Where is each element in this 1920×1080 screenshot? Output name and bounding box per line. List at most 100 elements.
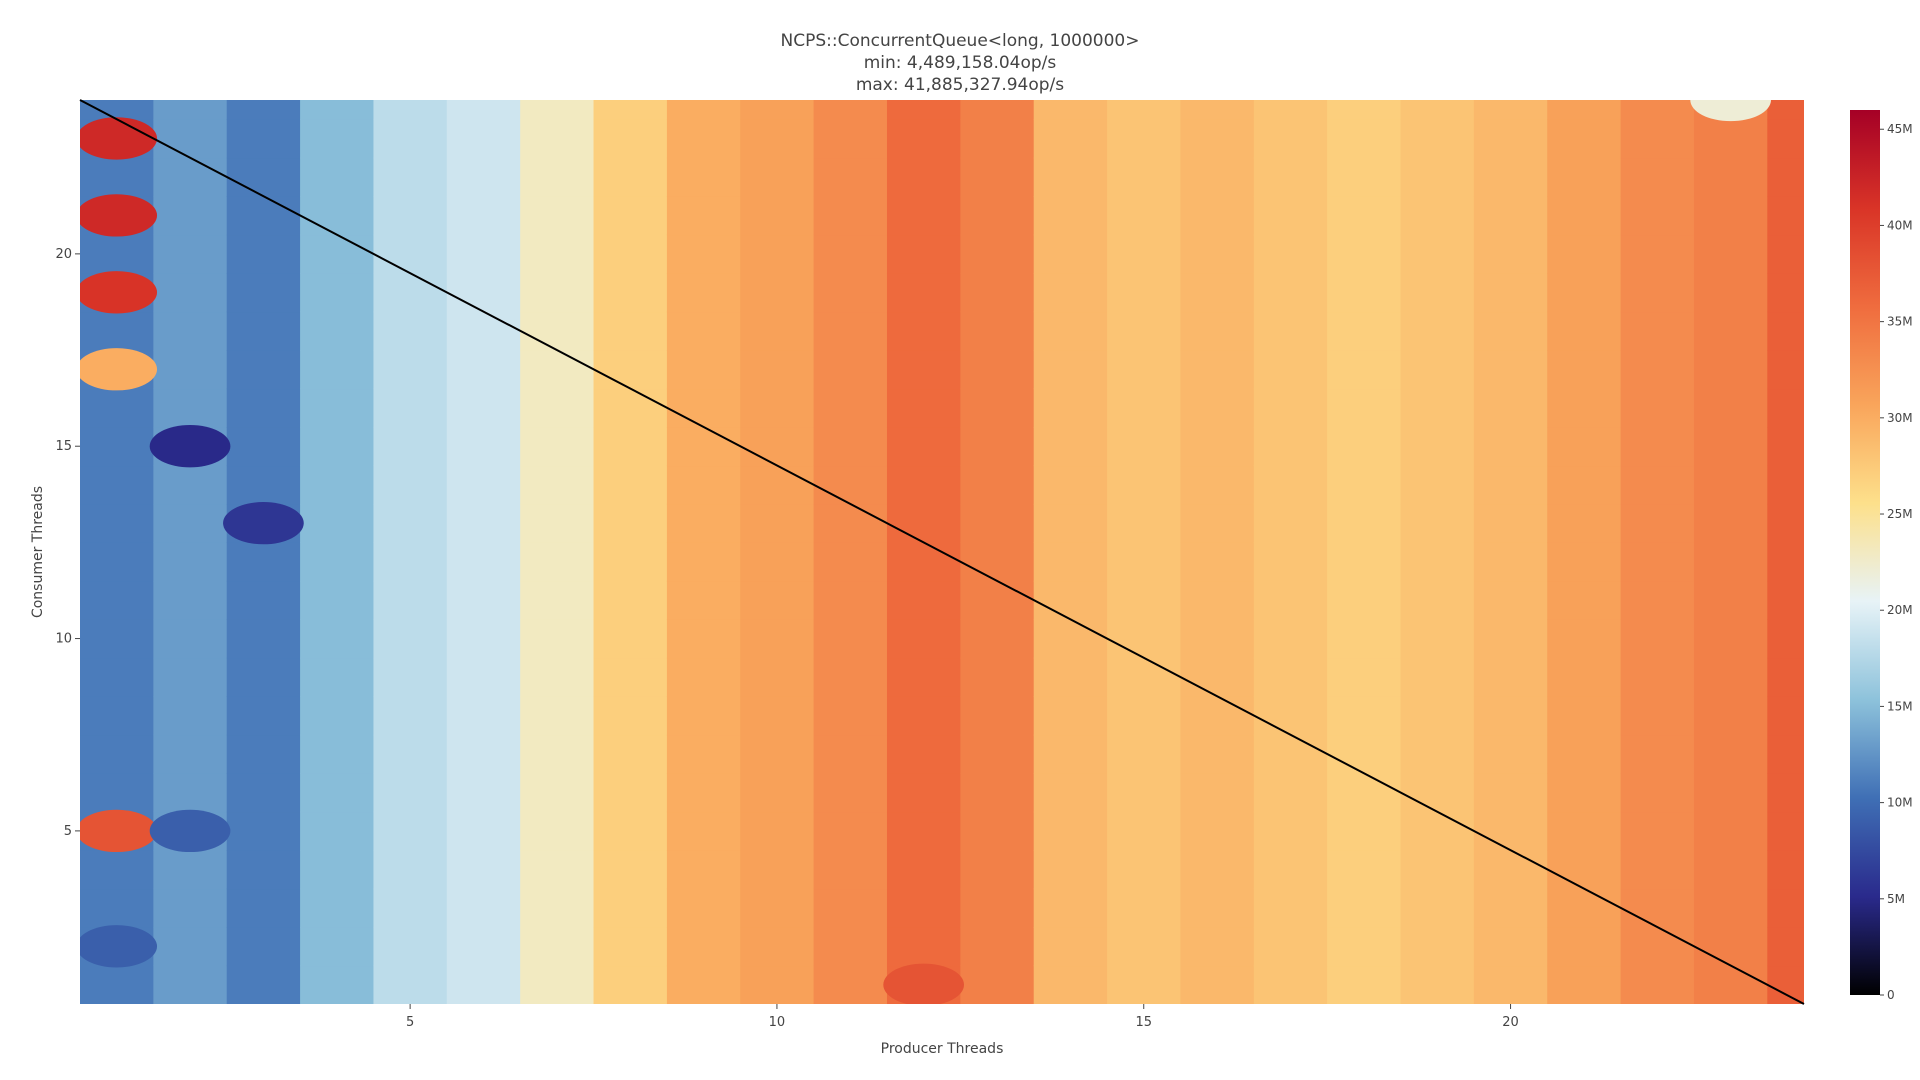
heatmap-cell bbox=[593, 734, 668, 774]
heatmap-cell bbox=[1107, 696, 1182, 736]
heatmap-cell bbox=[446, 311, 521, 351]
heatmap-cell bbox=[740, 100, 815, 120]
heatmap-cell bbox=[446, 811, 521, 851]
heatmap-cell bbox=[1473, 100, 1548, 120]
heatmap-cell bbox=[226, 119, 301, 159]
heatmap-cell bbox=[1473, 811, 1548, 851]
heatmap-cell bbox=[1620, 927, 1695, 967]
heatmap-cell bbox=[1327, 811, 1402, 851]
heatmap-cell bbox=[1180, 542, 1255, 582]
heatmap-cell bbox=[1547, 696, 1622, 736]
heatmap-cell bbox=[300, 773, 375, 813]
heatmap-cell bbox=[300, 542, 375, 582]
heatmap-cell bbox=[1327, 465, 1402, 505]
heatmap-cell bbox=[1620, 426, 1695, 467]
heatmap-cell bbox=[1693, 465, 1768, 505]
heatmap-cell bbox=[1180, 696, 1255, 736]
heatmap-cell bbox=[1107, 927, 1182, 967]
heatmap-cell bbox=[1033, 657, 1108, 697]
heatmap-cell bbox=[446, 426, 521, 467]
heatmap-cell bbox=[813, 465, 888, 505]
heatmap-cell bbox=[593, 580, 668, 620]
heatmap-cell bbox=[80, 503, 154, 543]
heatmap-cell bbox=[960, 542, 1035, 582]
heatmap-cell bbox=[960, 100, 1035, 120]
heatmap-cell bbox=[1400, 773, 1475, 813]
chart-title-line-1: NCPS::ConcurrentQueue<long, 1000000> bbox=[780, 31, 1140, 51]
heatmap-cell bbox=[1107, 234, 1182, 274]
heatmap-cell bbox=[446, 388, 521, 428]
heatmap-cell bbox=[300, 696, 375, 736]
heatmap-cell bbox=[960, 350, 1035, 390]
heatmap-cell bbox=[1180, 811, 1255, 851]
heatmap-cell bbox=[666, 196, 741, 236]
heatmap-cell bbox=[1253, 350, 1328, 390]
heatmap-cell bbox=[1033, 811, 1108, 851]
heatmap-cell bbox=[1693, 542, 1768, 582]
heatmap-cell bbox=[1033, 773, 1108, 813]
heatmap-cell bbox=[960, 196, 1035, 236]
heatmap-cell bbox=[300, 927, 375, 967]
heatmap-cell bbox=[300, 965, 375, 1004]
heatmap-cell bbox=[1180, 388, 1255, 428]
heatmap-cell bbox=[520, 100, 595, 120]
heatmap-cell bbox=[1253, 503, 1328, 543]
heatmap-cell bbox=[226, 696, 301, 736]
heatmap-cell bbox=[1620, 850, 1695, 890]
heatmap-cell bbox=[373, 350, 448, 390]
heatmap-cell bbox=[1400, 234, 1475, 274]
heatmap-cell bbox=[1620, 734, 1695, 774]
heatmap-cell bbox=[1253, 542, 1328, 582]
heatmap-cell bbox=[520, 965, 595, 1004]
heatmap-cell bbox=[153, 350, 228, 390]
heatmap-cell bbox=[446, 888, 521, 928]
heatmap-cell bbox=[1767, 100, 1804, 120]
heatmap-cell bbox=[1327, 888, 1402, 928]
heatmap-cell bbox=[1693, 965, 1768, 1004]
heatmap-cell bbox=[1400, 965, 1475, 1004]
heatmap-cell bbox=[446, 927, 521, 967]
heatmap-cell bbox=[226, 850, 301, 890]
heatmap-cell bbox=[1547, 619, 1622, 659]
heatmap-cell bbox=[1180, 100, 1255, 120]
x-tick-label: 5 bbox=[406, 1015, 414, 1030]
heatmap-cell bbox=[886, 657, 961, 697]
heatmap-cell bbox=[446, 850, 521, 890]
heatmap-cell bbox=[813, 580, 888, 620]
heatmap-cell bbox=[300, 734, 375, 774]
heatmap-cell bbox=[813, 388, 888, 428]
heatmap-cell bbox=[1693, 311, 1768, 351]
heatmap-cell bbox=[446, 157, 521, 197]
heatmap-cell bbox=[1253, 619, 1328, 659]
heatmap-cell bbox=[373, 619, 448, 659]
chart-title: NCPS::ConcurrentQueue<long, 1000000> min… bbox=[0, 30, 1920, 96]
heatmap-cell bbox=[520, 850, 595, 890]
heatmap-cell bbox=[153, 773, 228, 813]
heatmap-cell bbox=[1327, 850, 1402, 890]
heatmap-cell bbox=[593, 388, 668, 428]
heatmap-cell bbox=[373, 811, 448, 851]
heatmap-cell bbox=[1327, 927, 1402, 967]
heatmap-cell bbox=[1547, 100, 1622, 120]
heatmap-cell bbox=[740, 850, 815, 890]
heatmap-cell bbox=[813, 542, 888, 582]
y-tick-label: 10 bbox=[55, 632, 72, 647]
heatmap-cell bbox=[1180, 119, 1255, 159]
heatmap-cell bbox=[1400, 119, 1475, 159]
chart-title-line-3: max: 41,885,327.94op/s bbox=[855, 75, 1065, 95]
heatmap-cell bbox=[740, 811, 815, 851]
heatmap-cell bbox=[813, 850, 888, 890]
heatmap-cell bbox=[80, 773, 154, 813]
heatmap-cell bbox=[1180, 580, 1255, 620]
heatmap-cell bbox=[740, 157, 815, 197]
heatmap-cell bbox=[373, 119, 448, 159]
heatmap-cell bbox=[1400, 696, 1475, 736]
heatmap-cell bbox=[740, 657, 815, 697]
heatmap-cell bbox=[153, 657, 228, 697]
heatmap-cell bbox=[740, 234, 815, 274]
heatmap-cell bbox=[226, 273, 301, 313]
heatmap-cell bbox=[80, 388, 154, 428]
heatmap-cell bbox=[593, 657, 668, 697]
heatmap-cell bbox=[1473, 234, 1548, 274]
heatmap-cell bbox=[886, 196, 961, 236]
